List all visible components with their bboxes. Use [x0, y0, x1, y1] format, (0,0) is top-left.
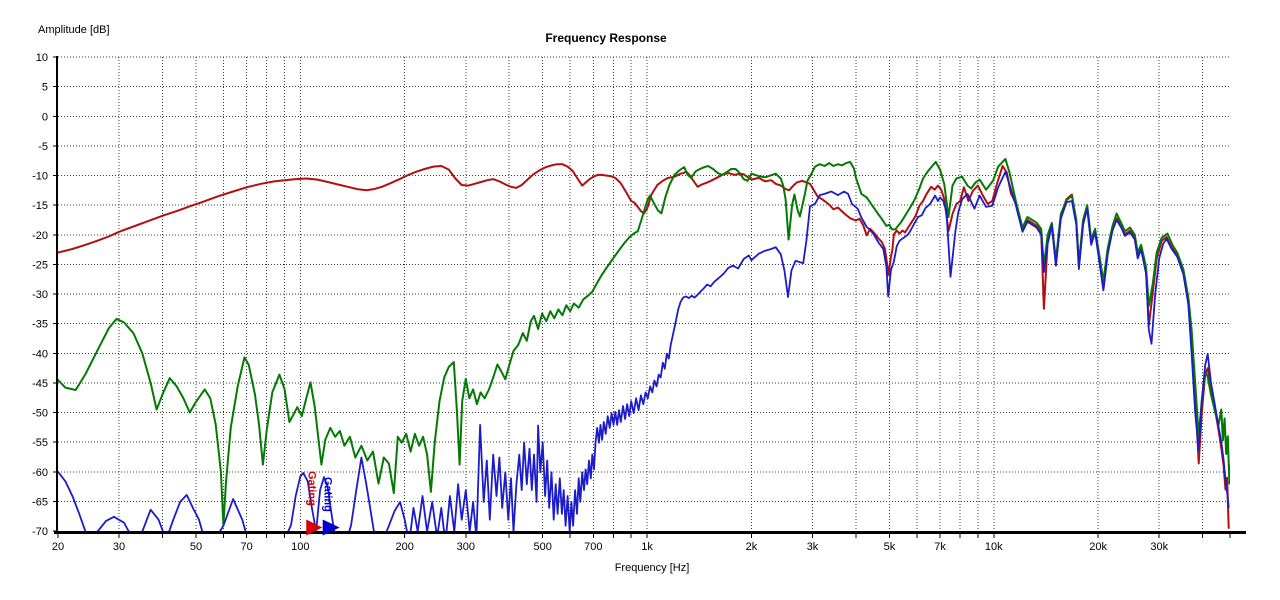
grid	[58, 56, 1230, 531]
y-tick-label: -35	[32, 319, 48, 331]
y-tick-label: -40	[32, 348, 48, 360]
x-tick-label: 10k	[985, 541, 1003, 553]
axis-ticks	[53, 56, 1231, 538]
x-tick-label: 20	[52, 541, 64, 553]
y-tick-label: -65	[32, 496, 48, 508]
green-curve	[58, 157, 1230, 527]
y-tick-label: -5	[38, 141, 48, 153]
y-tick-label: -30	[32, 289, 48, 301]
x-axis-title: Frequency [Hz]	[614, 562, 690, 574]
y-tick-label: -70	[32, 526, 48, 538]
gating-arrow-icon[interactable]	[306, 519, 323, 536]
y-tick-label: -50	[32, 408, 48, 420]
y-tick-label: -10	[32, 171, 48, 183]
x-tick-label: 500	[534, 541, 552, 553]
y-tick-label: 5	[42, 82, 48, 94]
x-tick-label: 200	[396, 541, 414, 553]
y-tick-label: -55	[32, 437, 48, 449]
axis-labels: 1050-5-10-15-20-25-30-35-40-45-50-55-60-…	[32, 52, 1168, 553]
gating-arrow-icon[interactable]	[322, 519, 340, 536]
blue-curve	[58, 171, 1230, 532]
x-tick-label: 100	[291, 541, 309, 553]
x-tick-label: 3k	[807, 541, 819, 553]
axes	[54, 56, 1246, 534]
gating-marker-blue[interactable]: Gating	[322, 477, 340, 536]
x-tick-label: 700	[584, 541, 602, 553]
chart-title: Frequency Response	[545, 31, 667, 45]
y-tick-label: 10	[36, 52, 48, 64]
red-curve	[58, 163, 1230, 529]
x-tick-label: 20k	[1089, 541, 1107, 553]
gating-label: Gating	[322, 477, 334, 512]
y-tick-label: -60	[32, 467, 48, 479]
x-tick-label: 50	[190, 541, 202, 553]
x-tick-label: 70	[241, 541, 253, 553]
y-tick-label: -25	[32, 259, 48, 271]
x-tick-label: 30	[113, 541, 125, 553]
gating-label: Gating	[305, 471, 317, 506]
x-tick-label: 300	[457, 541, 475, 553]
x-tick-label: 2k	[746, 541, 758, 553]
gating-marker-red[interactable]: Gating	[305, 471, 323, 536]
y-tick-label: 0	[42, 111, 48, 123]
y-tick-label: -45	[32, 378, 48, 390]
y-tick-label: -20	[32, 230, 48, 242]
x-tick-label: 5k	[884, 541, 896, 553]
y-tick-label: -15	[32, 200, 48, 212]
x-tick-label: 1k	[641, 541, 653, 553]
x-tick-label: 7k	[934, 541, 946, 553]
x-tick-label: 30k	[1150, 541, 1168, 553]
curves	[58, 157, 1230, 532]
y-axis-title: Amplitude [dB]	[38, 24, 110, 36]
